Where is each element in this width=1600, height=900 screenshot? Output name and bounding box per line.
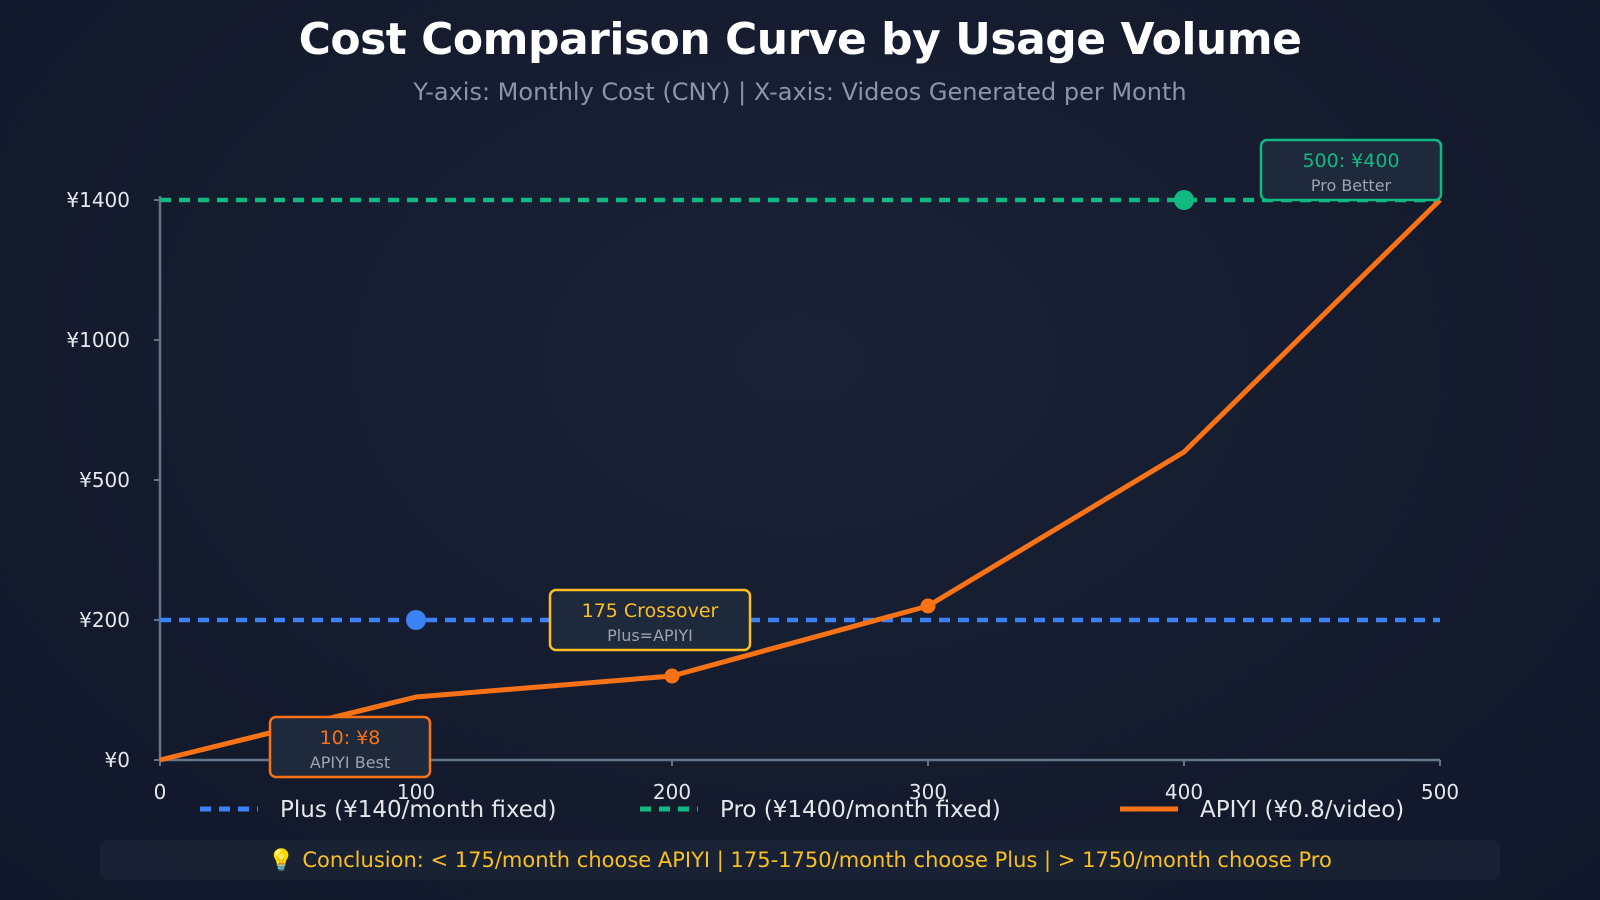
y-tick-label: ¥1400 — [66, 188, 130, 212]
x-tick-label: 0 — [154, 780, 167, 804]
x-tick-label: 200 — [653, 780, 691, 804]
annotation-subtitle: Plus=APIYI — [607, 626, 693, 645]
annotation-box — [1259, 138, 1443, 202]
apiyi-marker-point — [664, 668, 680, 684]
conclusion-text: Conclusion: < 175/month choose APIYI | 1… — [302, 848, 1332, 872]
annotation-title: 175 Crossover — [582, 600, 719, 622]
apiyi-series-line — [159, 198, 1442, 763]
x-tick-label: 400 — [1165, 780, 1203, 804]
annotation-crossover: 175 Crossover Plus=APIYI — [548, 588, 752, 652]
chart-subtitle: Y-axis: Monthly Cost (CNY) | X-axis: Vid… — [413, 78, 1187, 106]
x-tick-label: 500 — [1421, 780, 1459, 804]
annotation-pro-better: 500: ¥400 Pro Better — [1259, 138, 1443, 202]
lightbulb-icon: 💡 — [268, 847, 295, 872]
legend-label: APIYI (¥0.8/video) — [1200, 797, 1404, 823]
legend-label: Plus (¥140/month fixed) — [280, 797, 556, 823]
y-tick-label: ¥1000 — [66, 328, 130, 352]
legend-label: Pro (¥1400/month fixed) — [720, 797, 1001, 823]
annotation-subtitle: APIYI Best — [310, 753, 390, 772]
y-tick-label: ¥500 — [79, 468, 130, 492]
annotation-box — [268, 715, 432, 779]
conclusion-banner: 💡 Conclusion: < 175/month choose APIYI |… — [100, 840, 1500, 880]
plus-marker-point — [406, 610, 426, 630]
pro-marker-point — [1174, 190, 1194, 210]
legend-pro: Pro (¥1400/month fixed) — [640, 797, 1001, 823]
annotation-apiyi-best: 10: ¥8 APIYI Best — [268, 715, 432, 779]
chart-title: Cost Comparison Curve by Usage Volume — [298, 14, 1302, 65]
cost-chart: 10: ¥8 APIYI Best 175 Crossover Plus=APIYI 5… — [66, 138, 1459, 823]
annotation-title: 500: ¥400 — [1302, 150, 1399, 172]
annotation-subtitle: Pro Better — [1311, 176, 1392, 195]
annotation-box — [548, 588, 752, 652]
annotation-title: 10: ¥8 — [320, 727, 381, 749]
x-tick-label: 300 — [909, 780, 947, 804]
y-tick-label: ¥0 — [105, 748, 130, 772]
legend-plus: Plus (¥140/month fixed) — [200, 797, 556, 823]
legend-apiyi: APIYI (¥0.8/video) — [1120, 797, 1404, 823]
x-tick-label: 100 — [397, 780, 435, 804]
apiyi-marker-point — [920, 598, 936, 614]
y-tick-label: ¥200 — [79, 608, 130, 632]
